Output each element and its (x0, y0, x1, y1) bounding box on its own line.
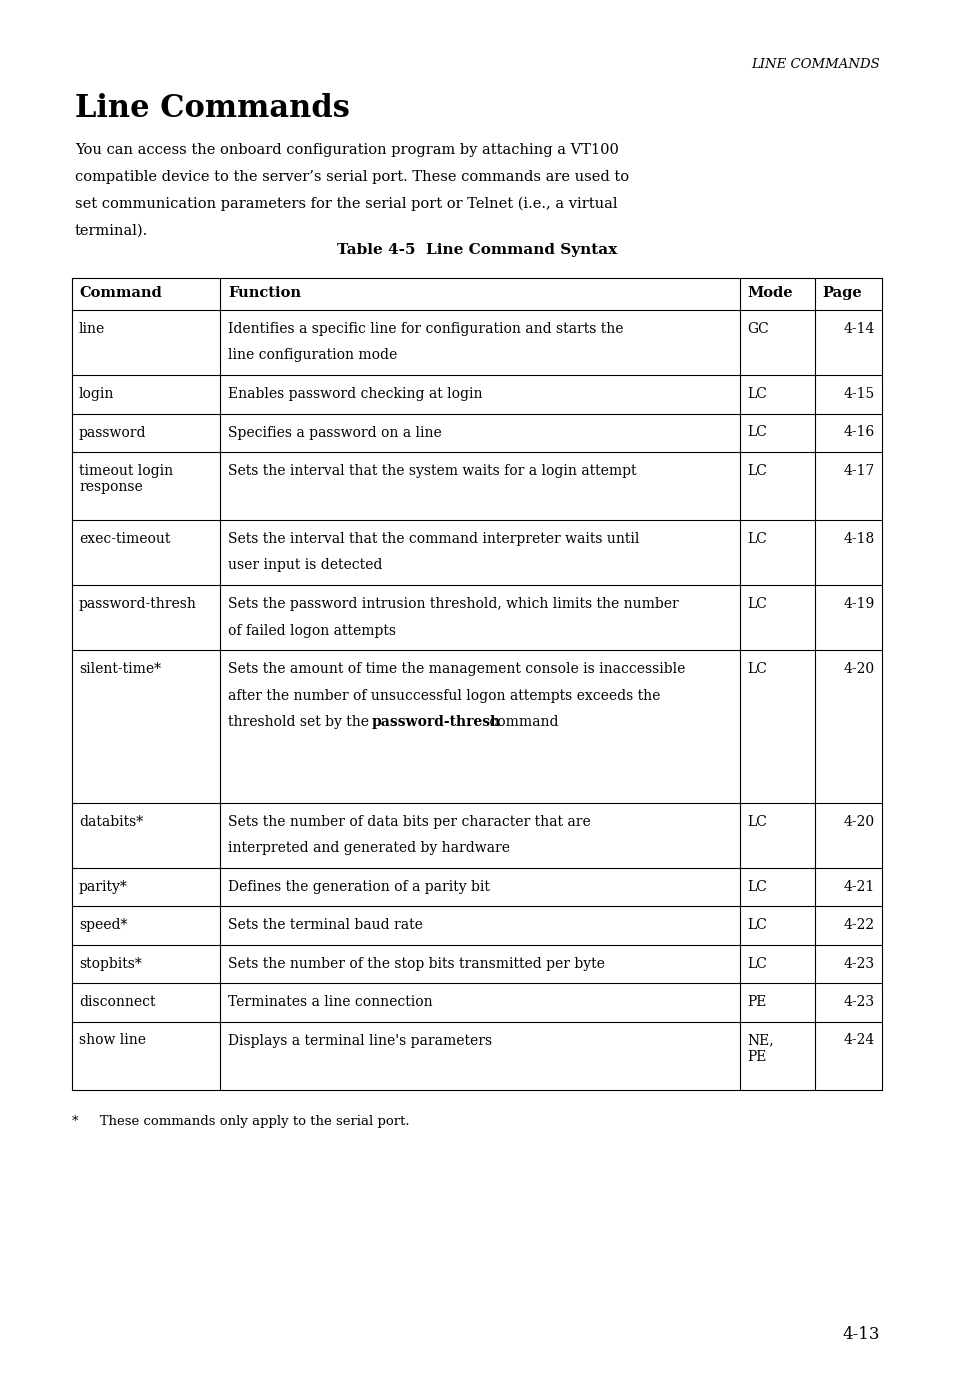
Text: LC: LC (746, 597, 766, 611)
Text: LC: LC (746, 426, 766, 440)
Text: user input is detected: user input is detected (228, 558, 382, 572)
Text: command: command (484, 715, 558, 729)
Text: Defines the generation of a parity bit: Defines the generation of a parity bit (228, 880, 489, 894)
Text: 4-21: 4-21 (842, 880, 874, 894)
Text: Sets the interval that the command interpreter waits until: Sets the interval that the command inter… (228, 532, 639, 545)
Text: Sets the password intrusion threshold, which limits the number: Sets the password intrusion threshold, w… (228, 597, 678, 611)
Text: 4-14: 4-14 (842, 322, 874, 336)
Text: 4-18: 4-18 (842, 532, 874, 545)
Text: Sets the terminal baud rate: Sets the terminal baud rate (228, 917, 422, 931)
Text: LC: LC (746, 917, 766, 931)
Text: LC: LC (746, 387, 766, 401)
Text: Mode: Mode (746, 286, 792, 300)
Text: terminal).: terminal). (75, 223, 148, 237)
Text: Page: Page (821, 286, 861, 300)
Text: timeout login
response: timeout login response (79, 464, 172, 494)
Text: stopbits*: stopbits* (79, 956, 142, 970)
Text: show line: show line (79, 1034, 146, 1048)
Text: Identifies a specific line for configuration and starts the: Identifies a specific line for configura… (228, 322, 623, 336)
Text: Sets the amount of time the management console is inaccessible: Sets the amount of time the management c… (228, 662, 684, 676)
Text: silent-time*: silent-time* (79, 662, 161, 676)
Text: password: password (79, 426, 147, 440)
Text: You can access the onboard configuration program by attaching a VT100: You can access the onboard configuration… (75, 143, 618, 157)
Text: 4-20: 4-20 (843, 662, 874, 676)
Bar (71, 278, 882, 310)
Text: 4-19: 4-19 (842, 597, 874, 611)
Text: 4-24: 4-24 (842, 1034, 874, 1048)
Text: parity*: parity* (79, 880, 128, 894)
Text: login: login (79, 387, 114, 401)
Text: NE,
PE: NE, PE (746, 1034, 773, 1063)
Text: compatible device to the server’s serial port. These commands are used to: compatible device to the server’s serial… (75, 169, 628, 185)
Text: Terminates a line connection: Terminates a line connection (228, 995, 432, 1009)
Text: 4-20: 4-20 (843, 815, 874, 829)
Text: 4-15: 4-15 (842, 387, 874, 401)
Text: of failed logon attempts: of failed logon attempts (228, 623, 395, 637)
Text: Displays a terminal line's parameters: Displays a terminal line's parameters (228, 1034, 492, 1048)
Text: 4-23: 4-23 (843, 956, 874, 970)
Text: Sets the number of the stop bits transmitted per byte: Sets the number of the stop bits transmi… (228, 956, 604, 970)
Text: password-thresh: password-thresh (372, 715, 500, 729)
Text: set communication parameters for the serial port or Telnet (i.e., a virtual: set communication parameters for the ser… (75, 197, 617, 211)
Text: line configuration mode: line configuration mode (228, 348, 396, 362)
Text: disconnect: disconnect (79, 995, 155, 1009)
Text: Line Commands: Line Commands (75, 93, 350, 124)
Text: 4-13: 4-13 (841, 1326, 879, 1344)
Text: LC: LC (746, 956, 766, 970)
Text: Command: Command (79, 286, 162, 300)
Text: Function: Function (228, 286, 301, 300)
Text: GC: GC (746, 322, 768, 336)
Text: LC: LC (746, 880, 766, 894)
Text: PE: PE (746, 995, 765, 1009)
Text: LC: LC (746, 662, 766, 676)
Text: 4-16: 4-16 (842, 426, 874, 440)
Text: 4-23: 4-23 (843, 995, 874, 1009)
Text: Sets the number of data bits per character that are: Sets the number of data bits per charact… (228, 815, 590, 829)
Text: LC: LC (746, 532, 766, 545)
Text: line: line (79, 322, 105, 336)
Text: databits*: databits* (79, 815, 143, 829)
Text: exec-timeout: exec-timeout (79, 532, 171, 545)
Text: LC: LC (746, 815, 766, 829)
Text: threshold set by the: threshold set by the (228, 715, 373, 729)
Text: 4-17: 4-17 (842, 464, 874, 477)
Text: LINE COMMANDS: LINE COMMANDS (750, 58, 879, 71)
Text: password-thresh: password-thresh (79, 597, 196, 611)
Text: LC: LC (746, 464, 766, 477)
Text: *     These commands only apply to the serial port.: * These commands only apply to the seria… (71, 1115, 409, 1127)
Text: 4-22: 4-22 (843, 917, 874, 931)
Text: Sets the interval that the system waits for a login attempt: Sets the interval that the system waits … (228, 464, 636, 477)
Text: after the number of unsuccessful logon attempts exceeds the: after the number of unsuccessful logon a… (228, 688, 659, 702)
Text: Specifies a password on a line: Specifies a password on a line (228, 426, 441, 440)
Text: Table 4-5  Line Command Syntax: Table 4-5 Line Command Syntax (336, 243, 617, 257)
Text: interpreted and generated by hardware: interpreted and generated by hardware (228, 841, 510, 855)
Text: speed*: speed* (79, 917, 128, 931)
Text: Enables password checking at login: Enables password checking at login (228, 387, 482, 401)
